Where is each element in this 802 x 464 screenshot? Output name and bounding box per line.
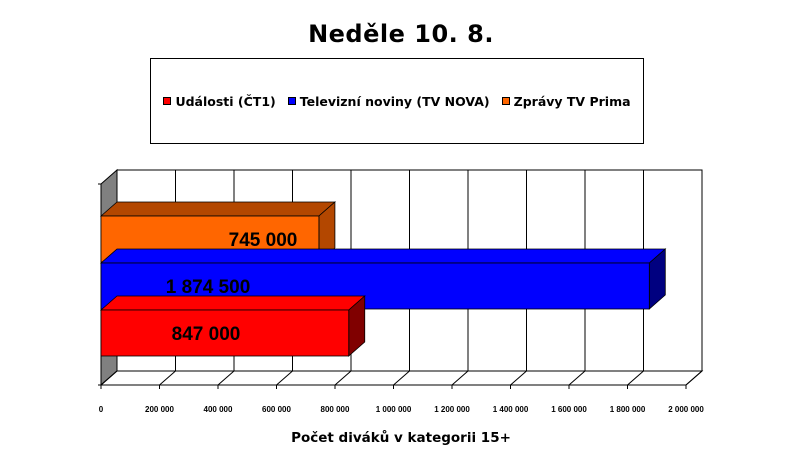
legend-swatch-nova — [287, 97, 296, 105]
bar-top-face — [99, 295, 366, 311]
legend-item-prima: Zprávy TV Prima — [501, 93, 631, 109]
bar-top-face — [99, 248, 667, 264]
bar-top-face — [99, 201, 336, 217]
x-tick-label: 1 400 000 — [493, 405, 529, 414]
floor-gridline — [568, 370, 586, 386]
legend-swatch-prima — [501, 97, 510, 105]
data-label: 745 000 — [229, 230, 298, 251]
x-tick-label: 1 200 000 — [434, 405, 470, 414]
floor-gridline — [334, 370, 352, 386]
legend-label-ct1: Události (ČT1) — [175, 93, 276, 109]
chart-legend: Události (ČT1) Televizní noviny (TV NOVA… — [150, 58, 644, 144]
legend-swatch-ct1 — [163, 97, 172, 105]
x-tick-label: 1 000 000 — [376, 405, 412, 414]
x-tick-label: 600 000 — [262, 405, 291, 414]
x-tick-label: 400 000 — [204, 405, 233, 414]
legend-item-ct1: Události (ČT1) — [163, 93, 276, 109]
x-axis-label: Počet diváků v kategorii 15+ — [291, 430, 511, 446]
x-tick-label: 800 000 — [321, 405, 350, 414]
floor-gridline — [159, 370, 176, 386]
floor-gridline — [100, 370, 118, 386]
floor-gridline — [510, 370, 527, 386]
legend-item-nova: Televizní noviny (TV NOVA) — [287, 93, 490, 109]
floor-gridline — [217, 370, 235, 386]
x-tick-label: 0 — [99, 405, 104, 414]
floor-gridline — [451, 370, 469, 386]
x-tick-label: 2 000 000 — [668, 405, 704, 414]
x-tick-label: 1 600 000 — [551, 405, 587, 414]
legend-label-nova: Televizní noviny (TV NOVA) — [299, 93, 490, 109]
floor-gridline — [276, 370, 293, 386]
bar — [100, 309, 350, 357]
chart-title: Neděle 10. 8. — [308, 20, 494, 48]
x-tick-label: 1 800 000 — [610, 405, 646, 414]
x-tick-label: 200 000 — [145, 405, 174, 414]
data-label: 1 874 500 — [166, 277, 251, 298]
floor-gridline — [393, 370, 410, 386]
data-label: 847 000 — [172, 324, 241, 345]
floor-gridline — [627, 370, 644, 386]
legend-label-prima: Zprávy TV Prima — [513, 93, 631, 109]
floor-gridline — [685, 370, 703, 386]
